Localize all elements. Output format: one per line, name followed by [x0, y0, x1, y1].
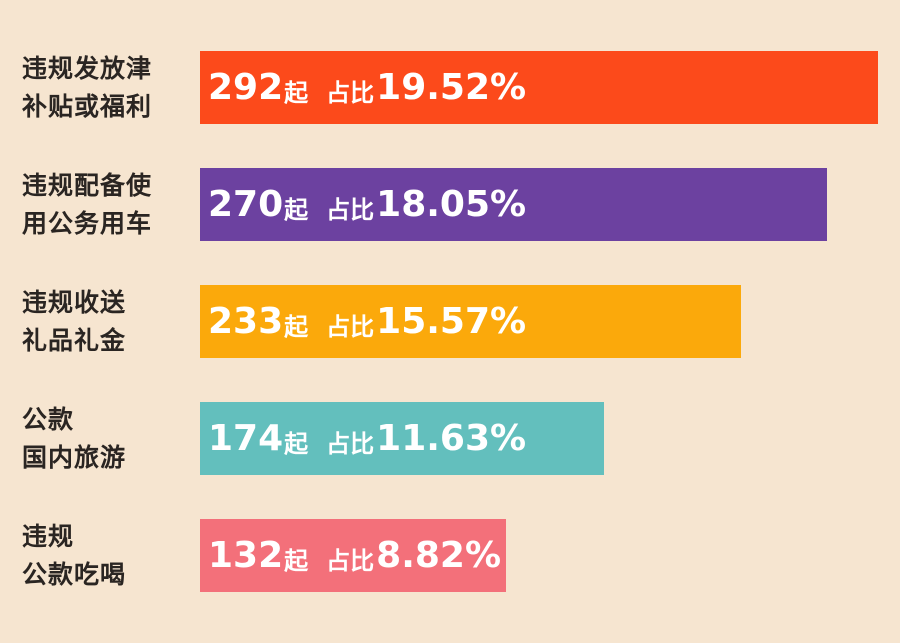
share-percentage: 15.57% — [376, 301, 527, 342]
category-label: 违规收送 礼品礼金 — [22, 285, 192, 358]
count-unit: 起 — [284, 313, 309, 341]
bar: 270 起占比 18.05% — [200, 168, 827, 241]
share-label: 占比 — [326, 547, 375, 575]
category-label-line: 违规配备使 — [22, 170, 153, 200]
count-unit: 起 — [284, 430, 309, 458]
bar: 292 起占比 19.52% — [200, 51, 878, 124]
count-value: 270 — [208, 184, 284, 225]
bar: 174 起占比 11.63% — [200, 402, 604, 475]
category-label-line: 公款吃喝 — [22, 559, 127, 589]
share-percentage: 11.63% — [376, 418, 527, 459]
bar-data-label: 292 起占比 19.52% — [208, 51, 526, 124]
bar-data-label: 233 起占比 15.57% — [208, 285, 526, 358]
category-label-line: 补贴或福利 — [22, 91, 153, 121]
count-unit: 起 — [284, 547, 309, 575]
bar: 132 起占比 8.82% — [200, 519, 506, 592]
bar-data-label: 270 起占比 18.05% — [208, 168, 526, 241]
share-label: 占比 — [326, 430, 375, 458]
count-value: 292 — [208, 67, 284, 108]
bar-data-label: 132 起占比 8.82% — [208, 519, 501, 592]
category-label-line: 公款 — [22, 404, 75, 434]
category-label-line: 违规发放津 — [22, 53, 153, 83]
bar-row: 违规收送 礼品礼金 233 起占比 15.57% — [0, 285, 900, 358]
count-value: 174 — [208, 418, 284, 459]
count-value: 132 — [208, 535, 284, 576]
category-label-line: 违规收送 — [22, 287, 127, 317]
count-value: 233 — [208, 301, 284, 342]
category-label-line: 礼品礼金 — [22, 325, 127, 355]
count-unit: 起 — [284, 79, 309, 107]
share-percentage: 18.05% — [376, 184, 527, 225]
bar-row: 违规发放津 补贴或福利 292 起占比 19.52% — [0, 51, 900, 124]
share-percentage: 8.82% — [376, 535, 502, 576]
share-percentage: 19.52% — [376, 67, 527, 108]
count-unit: 起 — [284, 196, 309, 224]
category-label-line: 用公务用车 — [22, 208, 153, 238]
category-label: 违规发放津补贴或福利 — [22, 51, 192, 124]
bar-data-label: 174 起占比 11.63% — [208, 402, 526, 475]
bar-row: 公款 国内旅游 174 起占比 11.63% — [0, 402, 900, 475]
bar: 233 起占比 15.57% — [200, 285, 741, 358]
category-label: 违规 公款吃喝 — [22, 519, 192, 592]
category-label: 违规配备使用公务用车 — [22, 168, 192, 241]
bar-row: 违规配备使 用公务用车 270 起占比 18.05% — [0, 168, 900, 241]
share-label: 占比 — [326, 79, 375, 107]
share-label: 占比 — [326, 196, 375, 224]
category-label-line: 违规 — [22, 521, 75, 551]
bar-row: 违规 公款吃喝 132 起占比 8.82% — [0, 519, 900, 592]
category-label-line: 国内旅游 — [22, 442, 127, 472]
category-label: 公款 国内旅游 — [22, 402, 192, 475]
share-label: 占比 — [326, 313, 375, 341]
